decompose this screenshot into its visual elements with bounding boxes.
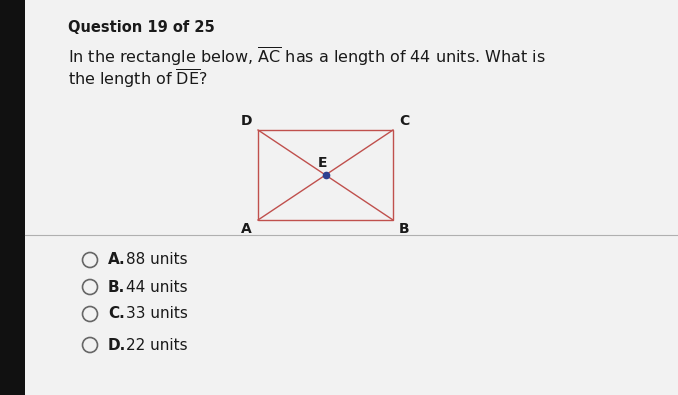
Text: D.: D. xyxy=(108,337,126,352)
Text: C.: C. xyxy=(108,307,125,322)
Bar xyxy=(258,130,393,220)
Text: Question 19 of 25: Question 19 of 25 xyxy=(68,20,215,35)
Text: B.: B. xyxy=(108,280,125,295)
Text: B: B xyxy=(399,222,410,236)
Text: E: E xyxy=(317,156,327,170)
Text: 22 units: 22 units xyxy=(126,337,188,352)
Text: 88 units: 88 units xyxy=(126,252,188,267)
Text: C: C xyxy=(399,114,410,128)
Bar xyxy=(0,0,25,395)
Text: 44 units: 44 units xyxy=(126,280,188,295)
Text: D: D xyxy=(241,114,252,128)
Text: In the rectangle below, $\overline{\mathregular{AC}}$ has a length of 44 units. : In the rectangle below, $\overline{\math… xyxy=(68,45,546,68)
Text: the length of $\overline{\mathregular{DE}}$?: the length of $\overline{\mathregular{DE… xyxy=(68,67,207,90)
Text: A: A xyxy=(241,222,252,236)
Text: 33 units: 33 units xyxy=(126,307,188,322)
Text: A.: A. xyxy=(108,252,125,267)
